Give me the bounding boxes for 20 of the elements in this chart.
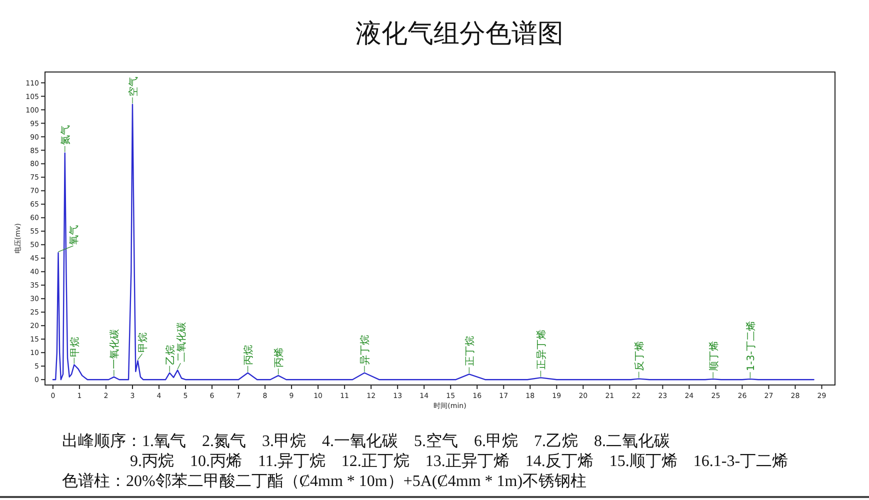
- chart-title: 液化气组分色谱图: [356, 19, 564, 48]
- annotation: 乙烷: [164, 344, 176, 365]
- annotation: 丙烷: [242, 344, 255, 365]
- annotation: 一氧化碳: [108, 328, 121, 369]
- text: 色谱柱：20%邻苯二甲酸二丁酯（Ȼ4mm * 10m）+5A(Ȼ4mm * 1m)不锈钢柱: [62, 472, 587, 490]
- annotation: 丙烯: [273, 348, 286, 368]
- annotation: 甲烷: [68, 336, 81, 357]
- annotation: 氧气: [68, 224, 80, 245]
- annotation: 空气: [127, 76, 140, 96]
- annotation: 氮气: [60, 124, 72, 145]
- annotation: 反丁烯: [634, 340, 646, 371]
- annotation: 二氧化碳: [175, 322, 188, 362]
- annotation: 甲烷: [137, 332, 150, 353]
- annotation: 正异丁烯: [536, 330, 548, 370]
- text: 出峰顺序：1.氧气 2.氮气 3.甲烷 4.一氧化碳 5.空气 6.甲烷 7.乙烷 8.二氧化碳: [62, 432, 670, 450]
- annotation: 异丁烷: [359, 334, 372, 365]
- annotation: 正丁烷: [464, 336, 476, 366]
- text: 9.丙烷 10.丙烯 11.异丁烷 12.正丁烷 13.正异丁烯 14.反丁烯 15.顺丁烯 16.1-3-丁二烯: [130, 452, 788, 470]
- annotation: 1-3-丁二烯: [744, 321, 757, 372]
- annotation: 顺丁烯: [708, 341, 720, 372]
